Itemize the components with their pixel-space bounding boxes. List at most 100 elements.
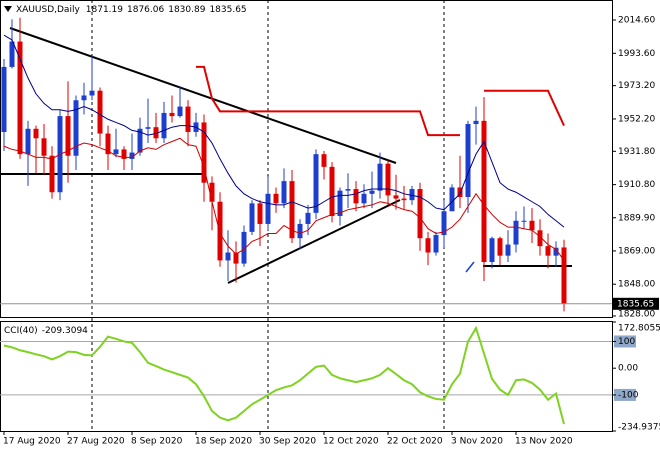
drawn-line: [465, 261, 475, 273]
candle-body: [441, 211, 447, 236]
candle-body: [49, 155, 55, 193]
candle-body: [561, 247, 567, 304]
candle-body: [281, 181, 287, 204]
x-tick-label: 30 Sep 2020: [259, 437, 316, 447]
indicator-line: [3, 34, 565, 228]
candle-body: [377, 163, 383, 191]
candle-body: [121, 149, 127, 159]
candle-body: [353, 189, 359, 204]
candle-body: [337, 190, 343, 217]
y-tick-label: 2014.60: [618, 15, 655, 25]
candle-body: [393, 195, 399, 199]
x-tick-label: 17 Aug 2020: [3, 437, 61, 447]
candle-body: [537, 230, 543, 247]
title-part: 1871.19: [86, 5, 123, 15]
y-tick-label: 1910.80: [618, 180, 655, 190]
candle-body: [249, 203, 255, 232]
candle-body: [305, 212, 311, 224]
chart-title: XAUUSD,Daily 1871.19 1876.06 1830.89 1835.65: [16, 5, 247, 15]
candle-body: [113, 149, 119, 155]
candle-body: [33, 128, 39, 139]
candle-body: [473, 120, 479, 125]
y-tick-label: 100: [618, 337, 635, 347]
title-part: -209.3094: [42, 326, 88, 336]
candle-body: [89, 90, 95, 96]
candle-body: [233, 252, 239, 264]
candle-body: [73, 100, 79, 156]
candle-body: [1, 66, 7, 132]
candle-body: [417, 189, 423, 239]
candle-body: [313, 154, 319, 213]
candle-body: [289, 181, 295, 239]
candle-body: [553, 247, 559, 256]
title-part: 1830.89: [168, 5, 205, 15]
candle-body: [169, 112, 175, 117]
menu-icon[interactable]: [4, 6, 12, 12]
candle-body: [361, 193, 367, 204]
indicator-line: [3, 137, 565, 261]
level-box: [614, 335, 636, 348]
candle-body: [497, 238, 503, 256]
candle-body: [225, 252, 231, 261]
title-part: 1876.06: [127, 5, 164, 15]
candle-body: [257, 203, 263, 224]
candle-body: [529, 220, 535, 231]
y-tick-label: 172.8055: [618, 324, 660, 334]
level-box: [614, 388, 636, 401]
candle-body: [321, 154, 327, 167]
cci-panel-border: [0, 321, 613, 432]
price-box: [613, 297, 659, 310]
x-tick-label: 8 Sep 2020: [131, 437, 183, 447]
candle-body: [345, 189, 351, 191]
candle-body: [153, 127, 159, 139]
indicator-line: [484, 89, 565, 127]
candle-body: [265, 193, 271, 224]
candle-body: [25, 128, 31, 155]
x-tick-label: 18 Sep 2020: [195, 437, 252, 447]
candle-body: [217, 201, 223, 261]
candle-body: [41, 138, 47, 156]
indicator-line: [196, 65, 460, 137]
candle-body: [513, 220, 519, 245]
y-tick-label: 1848.00: [618, 280, 655, 290]
candle-body: [17, 41, 23, 155]
candle-body: [65, 116, 71, 156]
candle-body: [409, 189, 415, 201]
y-tick-label: 1889.90: [618, 213, 655, 223]
title-part: CCI(40): [4, 326, 38, 336]
y-tick-label: 1993.60: [618, 49, 655, 59]
indicator-title: CCI(40) -209.3094: [4, 326, 88, 336]
x-tick-label: 13 Nov 2020: [515, 437, 573, 447]
x-tick-label: 27 Aug 2020: [67, 437, 125, 447]
candle-body: [105, 133, 111, 155]
candle-body: [185, 106, 191, 132]
y-tick-label: -234.9375: [618, 423, 660, 433]
candle-body: [201, 122, 207, 183]
candle-body: [505, 244, 511, 256]
candle-body: [137, 128, 143, 153]
y-tick-label: -100: [618, 390, 639, 400]
trendline: [9, 27, 397, 164]
candle-body: [449, 187, 455, 212]
candle-body: [433, 235, 439, 253]
title-part: 1835.65: [209, 5, 246, 15]
x-tick-label: 22 Oct 2020: [387, 437, 443, 447]
candle-body: [369, 190, 375, 194]
candle-body: [401, 198, 407, 201]
candle-body: [161, 112, 167, 139]
candle-body: [81, 95, 87, 101]
title-part: XAUUSD,Daily: [16, 5, 80, 15]
candle-body: [545, 246, 551, 256]
y-tick-label: 1869.00: [618, 246, 655, 256]
y-tick-label: 0.00: [618, 364, 638, 374]
candle-body: [465, 124, 471, 197]
x-tick-label: 12 Oct 2020: [323, 437, 379, 447]
candle-body: [521, 220, 527, 222]
y-tick-label: 1952.20: [618, 114, 655, 124]
y-tick-label: 1828.00: [618, 310, 655, 320]
candle-body: [481, 120, 487, 263]
y-tick-label: 1973.20: [618, 81, 655, 91]
candle-body: [9, 41, 15, 67]
